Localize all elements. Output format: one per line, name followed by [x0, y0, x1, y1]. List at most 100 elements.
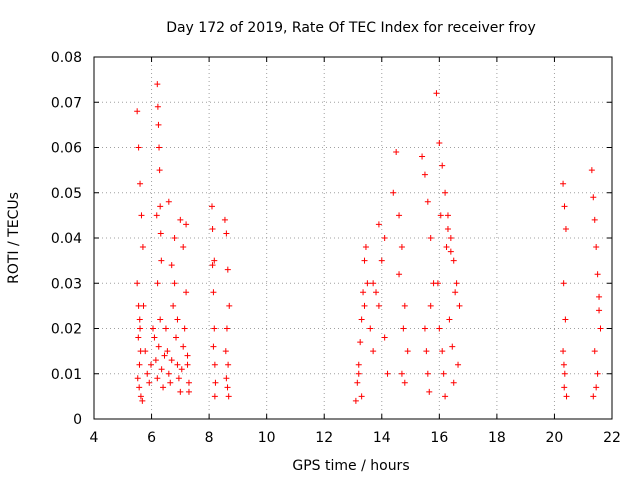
- data-point: [211, 361, 218, 368]
- data-point: [156, 167, 163, 174]
- data-point: [560, 361, 567, 368]
- data-point: [223, 230, 230, 237]
- data-point: [597, 325, 604, 332]
- data-point: [157, 203, 164, 210]
- data-point: [171, 280, 178, 287]
- data-point: [443, 244, 450, 251]
- y-tick-label: 0.01: [51, 367, 82, 383]
- data-point: [226, 302, 233, 309]
- data-point: [154, 103, 161, 110]
- data-point: [594, 370, 601, 377]
- data-point: [593, 244, 600, 251]
- data-point: [208, 203, 215, 210]
- data-point: [560, 280, 567, 287]
- data-point: [136, 361, 143, 368]
- data-point: [563, 393, 570, 400]
- data-point: [162, 325, 169, 332]
- data-point: [590, 194, 597, 201]
- data-point: [222, 348, 229, 355]
- data-point: [562, 316, 569, 323]
- data-point: [210, 343, 217, 350]
- x-tick-label: 20: [546, 430, 564, 446]
- data-point: [588, 167, 595, 174]
- data-point: [149, 325, 156, 332]
- x-tick-label: 6: [147, 430, 156, 446]
- data-point: [158, 257, 165, 264]
- data-point: [224, 266, 231, 273]
- data-point: [156, 144, 163, 151]
- data-point: [450, 257, 457, 264]
- data-point: [447, 235, 454, 241]
- data-point: [175, 375, 182, 382]
- data-point: [452, 289, 459, 296]
- data-point: [137, 180, 144, 187]
- data-point: [561, 384, 568, 391]
- data-point: [184, 352, 191, 359]
- data-point: [225, 361, 232, 368]
- data-points: [134, 81, 604, 404]
- data-point: [367, 325, 374, 332]
- data-point: [591, 216, 598, 223]
- data-point: [439, 348, 446, 355]
- data-point: [449, 343, 456, 350]
- data-point: [358, 316, 365, 323]
- data-point: [137, 393, 144, 400]
- data-point: [436, 139, 443, 146]
- data-point: [225, 393, 232, 400]
- data-point: [355, 370, 362, 377]
- data-point: [138, 212, 145, 219]
- data-point: [158, 366, 165, 373]
- data-point: [221, 216, 228, 223]
- x-tick-label: 16: [430, 430, 448, 446]
- data-point: [152, 357, 159, 364]
- y-tick-label: 0.08: [51, 50, 82, 66]
- data-point: [400, 325, 407, 332]
- data-point: [184, 361, 191, 368]
- data-point: [361, 257, 368, 264]
- data-point: [433, 90, 440, 97]
- data-point: [139, 397, 146, 404]
- data-point: [390, 189, 397, 196]
- data-point: [174, 316, 181, 323]
- data-point: [211, 393, 218, 400]
- data-point: [180, 244, 187, 251]
- data-point: [447, 248, 454, 255]
- y-tick-label: 0: [73, 412, 82, 428]
- data-point: [360, 289, 367, 296]
- data-point: [378, 257, 385, 264]
- data-point: [209, 225, 216, 232]
- x-tick-labels: 4 6 8 10 12 14 16 18 20 22: [90, 430, 621, 446]
- data-point: [137, 325, 144, 332]
- data-point: [561, 370, 568, 377]
- data-point: [135, 144, 142, 151]
- data-point: [134, 280, 141, 287]
- data-point: [147, 361, 154, 368]
- data-point: [134, 375, 141, 382]
- data-point: [426, 388, 433, 395]
- data-point: [136, 384, 143, 391]
- data-point: [455, 361, 462, 368]
- data-point: [375, 302, 382, 309]
- data-point: [424, 370, 431, 377]
- data-point: [393, 149, 400, 156]
- data-point: [151, 334, 158, 341]
- y-tick-label: 0.02: [51, 322, 82, 338]
- data-point: [354, 379, 361, 386]
- x-tick-label: 14: [373, 430, 391, 446]
- data-point: [362, 244, 369, 251]
- y-tick-label: 0.03: [51, 276, 82, 292]
- data-point: [224, 384, 231, 391]
- data-point: [177, 216, 184, 223]
- data-point: [434, 280, 441, 287]
- data-point: [155, 121, 162, 128]
- data-point: [560, 348, 567, 355]
- x-tick-label: 8: [205, 430, 214, 446]
- data-point: [142, 348, 149, 355]
- data-point: [165, 370, 172, 377]
- data-point: [439, 162, 446, 169]
- data-point: [591, 348, 598, 355]
- data-point: [361, 302, 368, 309]
- plot-frame: [93, 56, 613, 420]
- data-point: [401, 379, 408, 386]
